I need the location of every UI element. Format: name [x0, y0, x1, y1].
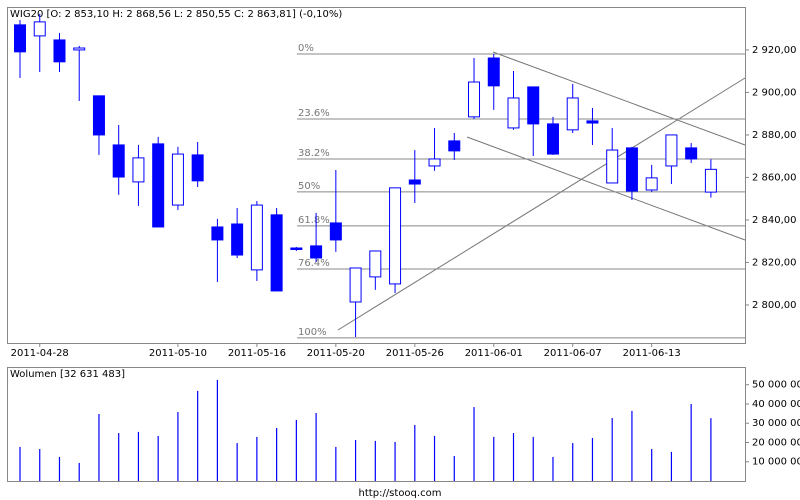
y-tick-label: 2 820,00: [752, 257, 797, 268]
candle-body: [408, 179, 421, 185]
fib-label: 100%: [298, 327, 327, 338]
candle-body: [310, 245, 323, 259]
fib-label: 23.6%: [298, 108, 330, 119]
candle-body: [487, 57, 500, 87]
price-panel: [7, 7, 746, 344]
x-tick-label: 2011-06-07: [544, 348, 602, 359]
y-tick-label: 50 000 000: [752, 380, 800, 391]
candle-body: [566, 97, 579, 131]
x-tick-label: 2011-05-10: [149, 348, 207, 359]
candle-body: [665, 134, 678, 167]
candle-body: [152, 143, 165, 228]
candle-body: [132, 157, 145, 183]
y-tick-label: 2 920,00: [752, 45, 797, 56]
candle-body: [112, 144, 125, 178]
candle-body: [704, 168, 717, 193]
candle-body: [250, 204, 263, 271]
x-tick-label: 2011-05-16: [228, 348, 286, 359]
y-tick-label: 40 000 000: [752, 399, 800, 410]
candle-body: [527, 86, 540, 125]
candle-body: [645, 177, 658, 191]
candle-body: [546, 123, 559, 155]
fib-label: 50%: [298, 181, 320, 192]
candle-body: [349, 267, 362, 303]
candle-body: [369, 250, 382, 278]
fib-label: 61.8%: [298, 215, 330, 226]
y-tick-label: 2 840,00: [752, 215, 797, 226]
candle-body: [625, 147, 638, 192]
candle-body: [468, 81, 481, 118]
y-tick-label: 30 000 000: [752, 418, 800, 429]
y-tick-label: 2 900,00: [752, 87, 797, 98]
candle-body: [73, 47, 86, 51]
candle-body: [270, 214, 283, 292]
x-tick-label: 2011-04-28: [11, 348, 69, 359]
trend-line: [466, 136, 746, 241]
candle-body: [53, 39, 66, 63]
candle-body: [606, 149, 619, 184]
candle-body: [211, 226, 224, 241]
y-tick-label: 2 800,00: [752, 300, 797, 311]
candle-body: [428, 158, 441, 167]
price-title: WIG20 [O: 2 853,10 H: 2 868,56 L: 2 850,…: [10, 9, 342, 20]
volume-title: Wolumen [32 631 483]: [10, 369, 125, 380]
candle-body: [586, 120, 599, 124]
fib-label: 0%: [298, 43, 314, 54]
candle-body: [389, 187, 402, 285]
candle-body: [33, 21, 46, 37]
candle-body: [448, 140, 461, 152]
candle-body: [92, 95, 105, 136]
x-tick-label: 2011-06-13: [623, 348, 681, 359]
x-tick-label: 2011-05-26: [386, 348, 444, 359]
candle-body: [290, 247, 303, 250]
candle-body: [171, 153, 184, 206]
trend-line: [492, 51, 746, 146]
fib-label: 38.2%: [298, 148, 330, 159]
y-tick-label: 2 860,00: [752, 172, 797, 183]
footer: http://stooq.com: [359, 488, 442, 499]
candle-body: [231, 223, 244, 256]
y-tick-label: 20 000 000: [752, 437, 800, 448]
y-tick-label: 10 000 000: [752, 457, 800, 468]
x-tick-label: 2011-06-01: [465, 348, 523, 359]
x-tick-label: 2011-05-20: [307, 348, 365, 359]
volume-panel: [7, 367, 746, 482]
y-tick-label: 2 880,00: [752, 130, 797, 141]
candle-body: [14, 24, 26, 53]
fib-label: 76.4%: [298, 258, 330, 269]
candle-body: [191, 154, 204, 182]
candle-body: [685, 147, 698, 160]
candle-body: [329, 222, 342, 241]
candle-body: [507, 97, 520, 129]
